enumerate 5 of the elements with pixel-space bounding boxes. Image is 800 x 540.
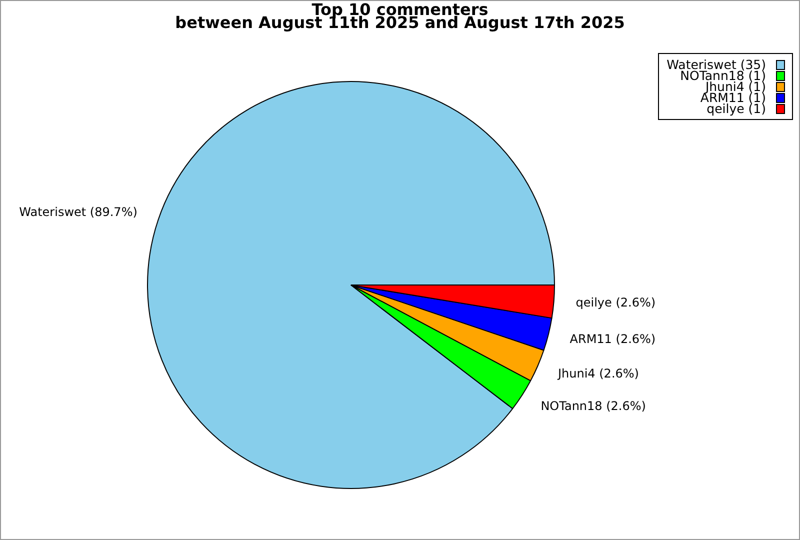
data-label: Wateriswet (89.7%): [19, 204, 138, 219]
data-label: Jhuni4 (2.6%): [556, 366, 639, 381]
data-label: ARM11 (2.6%): [570, 332, 656, 346]
data-label: NOTann18 (2.6%): [540, 399, 646, 414]
data-label: qeilye (2.6%): [576, 296, 656, 310]
